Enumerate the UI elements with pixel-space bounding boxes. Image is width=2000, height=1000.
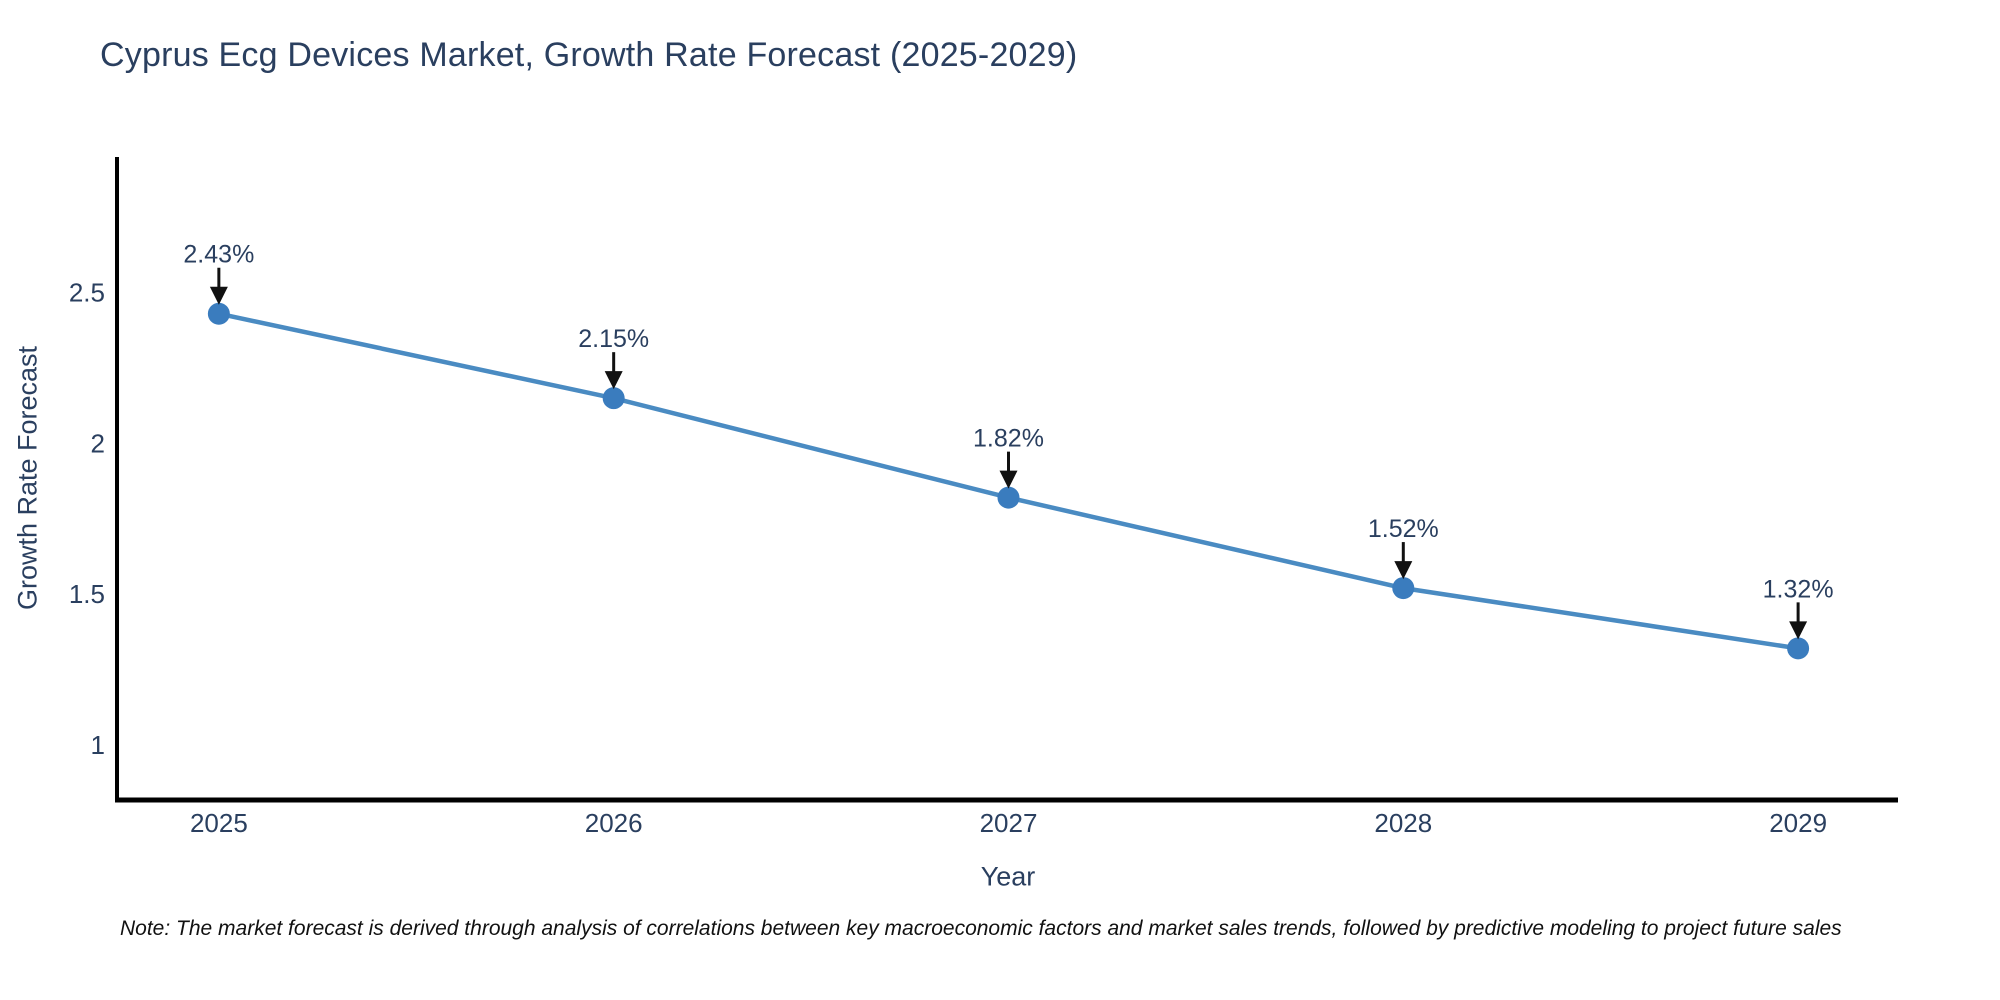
annotation-arrowhead-icon	[604, 371, 623, 390]
annotation-arrowhead-icon	[999, 470, 1018, 489]
point-value-label: 1.82%	[973, 425, 1044, 453]
footnote: Note: The market forecast is derived thr…	[120, 917, 1842, 940]
x-tick-label: 2026	[585, 808, 643, 838]
chart-title: Cyprus Ecg Devices Market, Growth Rate F…	[100, 36, 1078, 74]
y-axis-title: Growth Rate Forecast	[12, 345, 43, 611]
data-point-marker	[602, 387, 625, 410]
annotation-arrowhead-icon	[209, 286, 228, 305]
annotation-arrowhead-icon	[1394, 561, 1413, 580]
annotation-arrowhead-icon	[1789, 621, 1808, 640]
y-tick-label: 1.5	[69, 579, 105, 609]
data-point-marker	[1787, 637, 1810, 660]
x-tick-label: 2027	[980, 808, 1038, 838]
y-tick-label: 2.5	[69, 278, 105, 308]
point-value-label: 2.43%	[183, 241, 254, 269]
y-tick-label: 2	[91, 428, 105, 458]
x-tick-label: 2028	[1374, 808, 1432, 838]
x-tick-label: 2025	[190, 808, 248, 838]
y-tick-label: 1	[91, 730, 105, 760]
point-value-label: 1.32%	[1763, 575, 1834, 603]
data-point-marker	[207, 302, 230, 325]
x-tick-label: 2029	[1769, 808, 1827, 838]
x-axis-title: Year	[980, 861, 1036, 892]
point-value-label: 1.52%	[1368, 515, 1439, 543]
data-point-marker	[997, 486, 1020, 509]
data-point-marker	[1392, 577, 1415, 600]
point-value-label: 2.15%	[578, 325, 649, 353]
